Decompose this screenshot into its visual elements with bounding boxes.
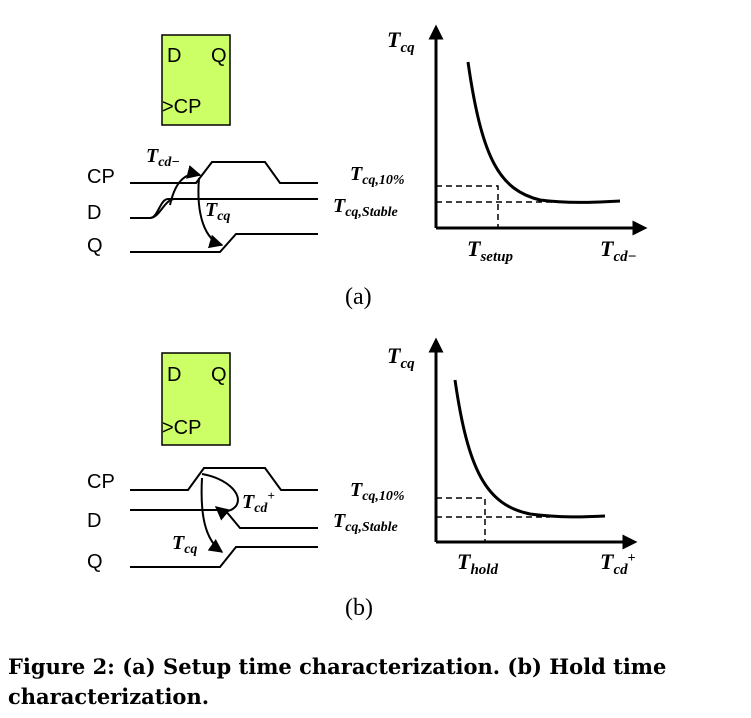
signal-label-q: Q xyxy=(87,235,103,257)
tcq-curve-a xyxy=(466,61,621,204)
dashed-10pct-level-b xyxy=(436,497,486,542)
d-waveform xyxy=(130,509,318,529)
q-waveform xyxy=(130,546,318,568)
flipflop-block-b: D Q >CP xyxy=(161,352,231,446)
flipflop-block-a: D Q >CP xyxy=(161,34,231,126)
tcq-curve-b xyxy=(453,379,606,519)
q-waveform xyxy=(130,233,318,253)
setup-marker-label: Tsetup xyxy=(467,236,513,265)
flipflop-q-label: Q xyxy=(211,45,227,67)
tcq-arrow-a xyxy=(197,177,224,249)
signal-label-cp: CP xyxy=(87,471,115,493)
y-axis-label-b: Tcq xyxy=(387,343,415,372)
plot-a: Tcq Tcq,10% Tcq,Stable Tsetup Tcd− xyxy=(333,24,648,265)
panel-b: D Q >CP CP D Q Tcd+ Tcq Tcq Tcq xyxy=(87,337,638,621)
flipflop-d-label: D xyxy=(167,45,181,67)
flipflop-d-label: D xyxy=(167,364,181,386)
level-10pct-label-b: Tcq,10% xyxy=(350,479,405,504)
signal-label-d: D xyxy=(87,510,101,532)
x-axis-label-a: Tcd− xyxy=(600,236,637,265)
tcd-minus-label: Tcd− xyxy=(146,145,180,170)
panel-label-b: (b) xyxy=(345,595,373,621)
panel-label-a: (a) xyxy=(345,284,372,310)
flipflop-clock-label: >CP xyxy=(162,96,201,118)
signal-label-q: Q xyxy=(87,551,103,573)
tcq-label-b: Tcq xyxy=(172,532,197,557)
tcd-minus-arrow xyxy=(169,165,202,206)
hold-marker-label: Thold xyxy=(457,549,498,578)
cp-waveform xyxy=(130,161,318,184)
figure-caption: Figure 2: (a) Setup time characterizatio… xyxy=(8,654,667,709)
tcd-plus-label: Tcd+ xyxy=(242,488,275,516)
y-axis-label-a: Tcq xyxy=(387,27,415,56)
stable-level-label-a: Tcq,Stable xyxy=(333,195,398,220)
flipflop-box xyxy=(161,34,231,126)
x-axis-label-b: Tcd+ xyxy=(600,549,636,578)
level-10pct-label-a: Tcq,10% xyxy=(350,163,405,188)
flipflop-box xyxy=(161,352,231,446)
d-waveform-transition xyxy=(149,198,176,219)
signal-label-d: D xyxy=(87,202,101,224)
tcd-plus-arrow xyxy=(201,473,239,521)
stable-level-label-b: Tcq,Stable xyxy=(333,510,398,535)
flipflop-clock-label: >CP xyxy=(162,417,201,439)
dashed-10pct-level-a xyxy=(436,185,499,228)
signal-label-cp: CP xyxy=(87,166,115,188)
cp-waveform xyxy=(130,467,318,491)
tcq-arrow-b xyxy=(200,477,224,553)
plot-b: Tcq Tcq,10% Tcq,Stable Thold Tcd+ xyxy=(333,337,638,578)
tcq-label-a: Tcq xyxy=(205,199,230,224)
panel-a: D Q >CP CP D Q Tcd− Tcq xyxy=(87,24,648,310)
flipflop-q-label: Q xyxy=(211,364,227,386)
